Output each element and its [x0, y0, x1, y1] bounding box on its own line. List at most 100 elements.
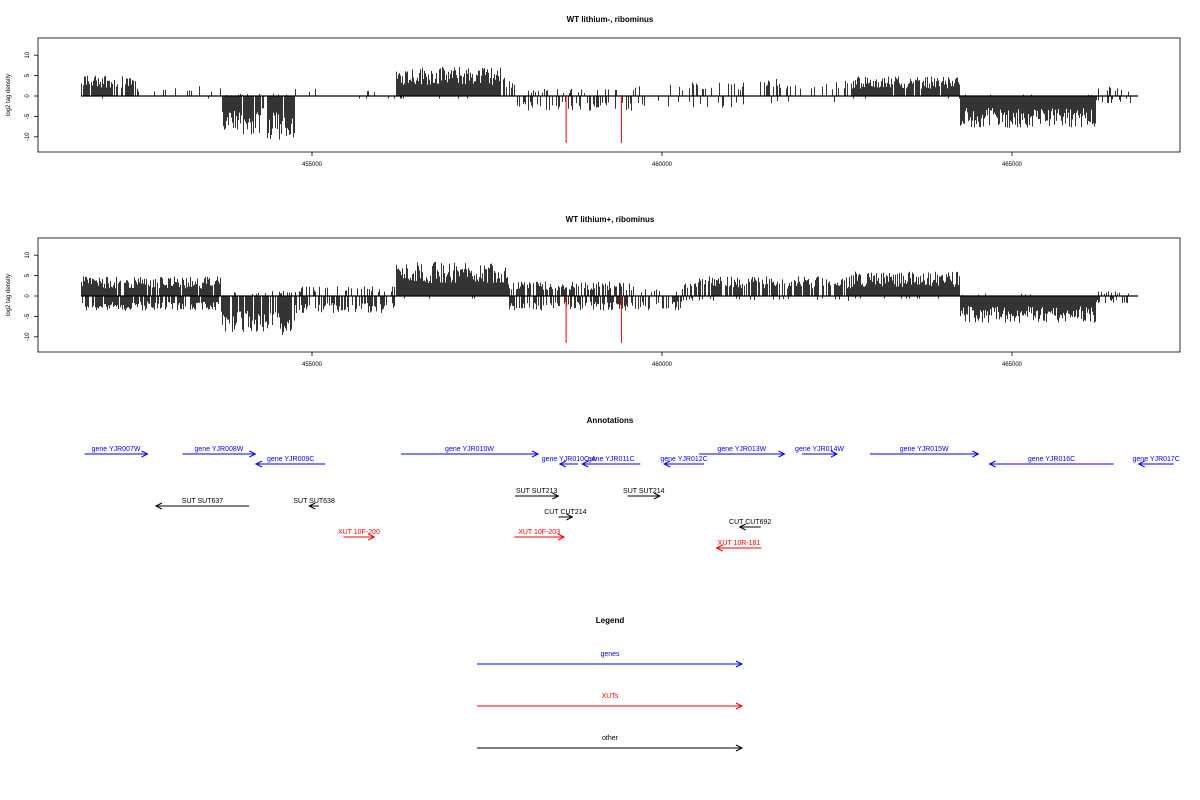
- track-panel-lithium-plus: WT lithium+, ribominus log2 tag density …: [6, 215, 1181, 368]
- y-tick-label: -5: [25, 113, 31, 119]
- feature-label: CUT CUT214: [544, 509, 586, 516]
- arrowhead-right: [557, 533, 566, 541]
- feature-label: CUT CUT692: [729, 519, 771, 526]
- annotation-cut-cut692: CUT CUT692: [729, 519, 771, 531]
- annotation-gene-yjr016c: gene YJR016C: [988, 456, 1114, 468]
- arrowhead-right: [368, 533, 376, 541]
- arrowhead-right: [830, 450, 839, 458]
- marker-lines: [565, 296, 622, 343]
- arrowhead-left: [738, 523, 746, 531]
- feature-label: SUT SUT638: [293, 498, 335, 505]
- arrowhead-right: [531, 450, 540, 458]
- annotation-gene-yjr007w: gene YJR007W: [84, 446, 149, 458]
- y-axis-label: log2 tag density: [6, 74, 12, 116]
- annotation-gene-yjr013w: gene YJR013W: [699, 446, 786, 458]
- marker-lines: [565, 96, 622, 143]
- x-tick-label: 465000: [1002, 162, 1023, 168]
- x-axis: 455000 460000 465000: [302, 152, 1023, 168]
- arrowhead-left: [715, 544, 723, 552]
- feature-label: gene YJR008W: [194, 446, 243, 453]
- legend-item-xut: XUTs: [477, 693, 744, 710]
- legend-panel: Legend genes XUTs other: [477, 616, 744, 752]
- annotation-cut-cut214: CUT CUT214: [544, 509, 587, 521]
- x-tick-label: 460000: [652, 362, 673, 368]
- legend-label: genes: [600, 651, 620, 658]
- arrowhead-right: [735, 660, 744, 668]
- x-tick-label: 460000: [652, 162, 673, 168]
- annotation-gene-yjr010c-a: gene YJR010C-A: [542, 456, 597, 468]
- arrowhead-right: [972, 450, 980, 458]
- y-axis: 10 5 0 -5 -10: [25, 251, 39, 341]
- feature-label: gene YJR011C: [588, 456, 635, 463]
- track-panel-lithium-minus: WT lithium-, ribominus log2 tag density …: [6, 15, 1181, 168]
- y-tick-label: -10: [25, 332, 31, 341]
- feature-label: XUT 10R-181: [718, 540, 761, 547]
- x-tick-label: 455000: [302, 362, 323, 368]
- feature-label: SUT SUT637: [182, 498, 224, 505]
- signal-bars: [81, 67, 1138, 140]
- arrowhead-right: [566, 513, 574, 521]
- panel-title: WT lithium+, ribominus: [566, 215, 655, 224]
- arrowhead-left: [581, 460, 589, 468]
- y-tick-label: 5: [25, 273, 31, 277]
- annotation-gene-yjr014w: gene YJR014W: [795, 446, 844, 458]
- annotation-sut-sut214: SUT SUT214: [623, 488, 665, 500]
- arrowhead-left: [988, 460, 996, 468]
- feature-label: gene YJR013W: [717, 446, 766, 453]
- y-tick-label: 0: [25, 94, 31, 98]
- arrowhead-right: [778, 450, 786, 458]
- annotation-xut-10r-181: XUT 10R-181: [715, 540, 762, 552]
- y-tick-label: -5: [25, 313, 31, 319]
- annotations-title: Annotations: [587, 416, 634, 425]
- annotation-xut-10f-200: XUT 10F-200: [338, 529, 380, 541]
- arrowhead-left: [154, 502, 163, 510]
- feature-label: gene YJR010W: [445, 446, 494, 453]
- arrowhead-left: [1137, 460, 1145, 468]
- y-tick-label: 10: [25, 251, 31, 258]
- annotation-gene-yjr011c: gene YJR011C: [581, 456, 641, 468]
- feature-label: gene YJR014W: [795, 446, 844, 453]
- feature-label: SUT SUT213: [516, 488, 558, 495]
- feature-label: gene YJR009C: [267, 456, 314, 463]
- y-tick-label: -10: [25, 132, 31, 141]
- arrowhead-left: [558, 460, 567, 468]
- arrowhead-left: [308, 502, 316, 510]
- annotation-sut-sut637: SUT SUT637: [154, 498, 249, 510]
- arrowhead-left: [662, 460, 671, 468]
- arrowhead-right: [735, 744, 744, 752]
- annotation-sut-sut213: SUT SUT213: [515, 488, 560, 500]
- legend-title: Legend: [596, 616, 625, 625]
- y-axis-label: log2 tag density: [6, 274, 12, 316]
- annotation-gene-yjr015w: gene YJR015W: [869, 446, 980, 458]
- legend-item-other: other: [477, 735, 744, 752]
- feature-label: gene YJR007W: [92, 446, 141, 453]
- annotation-features: gene YJR007W gene YJR008W gene YJR009C gene…: [84, 446, 1180, 552]
- feature-label: gene YJR012C: [660, 456, 707, 463]
- y-axis: 10 5 0 -5 -10: [25, 51, 39, 141]
- legend-label: XUTs: [602, 693, 619, 700]
- arrowhead-right: [249, 450, 257, 458]
- feature-label: gene YJR010C-A: [542, 456, 597, 463]
- y-tick-label: 10: [25, 51, 31, 58]
- annotations-panel: Annotations gene YJR007W gene YJR008Wgene…: [84, 416, 1180, 552]
- arrowhead-right: [653, 492, 662, 500]
- legend-items: genes XUTs other: [477, 651, 744, 752]
- annotation-gene-yjr008w: gene YJR008W: [182, 446, 257, 458]
- feature-label: XUT 10F-203: [518, 529, 560, 536]
- plot-frame: [37, 37, 1181, 153]
- annotation-gene-yjr012c: gene YJR012C: [660, 456, 708, 468]
- legend-label: other: [602, 735, 619, 742]
- x-tick-label: 455000: [302, 162, 323, 168]
- annotation-gene-yjr010w: gene YJR010W: [400, 446, 540, 458]
- annotation-gene-yjr017c: gene YJR017C: [1133, 456, 1180, 468]
- panel-title: WT lithium-, ribominus: [567, 15, 654, 24]
- arrowhead-right: [141, 450, 149, 458]
- annotation-sut-sut638: SUT SUT638: [293, 498, 335, 510]
- arrowhead-right: [735, 702, 744, 710]
- feature-label: SUT SUT214: [623, 488, 665, 495]
- y-tick-label: 5: [25, 73, 31, 77]
- feature-label: gene YJR016C: [1028, 456, 1075, 463]
- annotation-xut-10f-203: XUT 10F-203: [514, 529, 566, 541]
- annotation-gene-yjr009c: gene YJR009C: [254, 456, 326, 468]
